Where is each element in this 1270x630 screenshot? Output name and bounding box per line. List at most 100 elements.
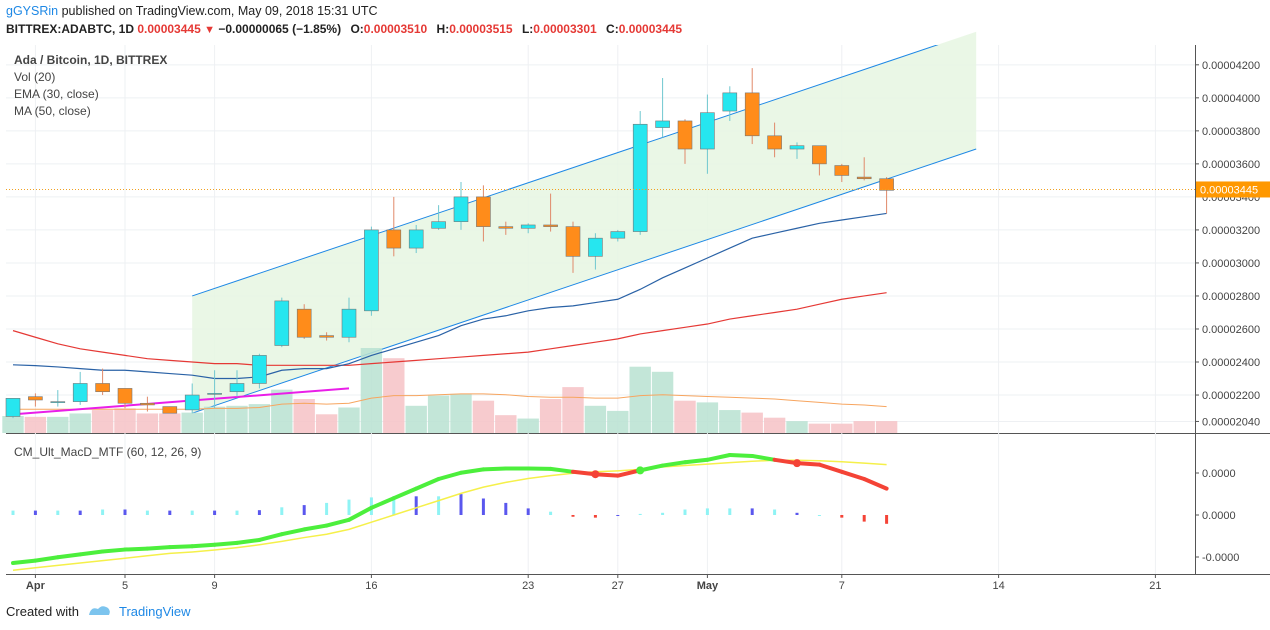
volume-bar — [629, 366, 651, 433]
macd-tick-label: 0.0000 — [1202, 468, 1236, 480]
macd-line-segment — [324, 517, 351, 528]
candle-body — [789, 145, 805, 150]
volume-bars — [2, 348, 898, 433]
volume-bar — [114, 408, 136, 433]
time-tick-label: 27 — [612, 580, 624, 592]
macd-histogram-bar — [750, 508, 754, 515]
price-tick-label: 0.00002040 — [1202, 416, 1260, 428]
candle-body — [296, 308, 312, 338]
volume-bar — [584, 405, 607, 433]
macd-line-segment — [369, 496, 396, 510]
time-tick-label: 5 — [122, 580, 128, 592]
ohlc-header: BITTREX:ADABTC, 1D 0.00003445 ▼ −0.00000… — [6, 22, 682, 36]
candle-body — [543, 224, 558, 227]
macd-histogram-bar — [101, 509, 105, 515]
macd-histogram-bar — [145, 510, 149, 515]
macd-histogram-bar — [526, 508, 530, 515]
volume-bar — [69, 413, 91, 433]
macd-line-segment — [817, 462, 844, 474]
candle-body — [655, 120, 670, 128]
tradingview-brand-link[interactable]: TradingView — [118, 604, 191, 619]
macd-line-segment — [862, 477, 889, 491]
legend-ema: EMA (30, close) — [14, 87, 99, 101]
volume-bar — [271, 389, 293, 433]
macd-histogram-bar — [593, 515, 597, 518]
macd-histogram-bar — [840, 515, 844, 518]
channel-fill — [192, 31, 977, 414]
author-link[interactable]: gGYSRin — [6, 4, 59, 18]
volume-bar — [607, 410, 629, 433]
macd-histogram-bar — [190, 510, 194, 515]
candle-body — [341, 308, 357, 338]
candle-body — [722, 92, 738, 112]
candle-body — [431, 221, 446, 229]
volume-bar — [360, 348, 383, 433]
volume-bar — [651, 371, 674, 433]
last-price: 0.00003445 — [137, 22, 201, 36]
volume-bar — [741, 412, 763, 433]
macd-line-segment — [100, 547, 127, 554]
candle-body — [498, 226, 514, 229]
macd-line-segment — [55, 552, 83, 560]
macd-histogram-bar — [773, 509, 777, 515]
volume-bar — [853, 421, 875, 433]
time-tick-label: 23 — [522, 580, 534, 592]
macd-histogram-bar — [504, 502, 508, 515]
candle-body — [767, 135, 782, 150]
macd-line-segment — [78, 549, 105, 557]
publish-header: gGYSRin published on TradingView.com, Ma… — [6, 4, 378, 18]
macd-histogram-bar — [437, 496, 441, 515]
macd-histogram-bar — [123, 509, 127, 515]
change-value: −0.00000065 (−1.85%) — [218, 22, 342, 36]
macd-histogram-bar — [862, 515, 866, 522]
macd-line-segment — [839, 469, 867, 481]
macd-histogram-bar — [638, 513, 642, 515]
volume-ma-line — [13, 393, 887, 410]
macd-histogram-bar — [325, 502, 329, 515]
candle-body — [610, 231, 626, 239]
macd-histogram-bar — [549, 511, 553, 515]
legend-vol: Vol (20) — [14, 70, 55, 84]
open-value: 0.00003510 — [363, 22, 428, 36]
macd-cross-point — [591, 470, 600, 479]
candle-body — [632, 123, 648, 232]
price-tick-label: 0.00002200 — [1202, 390, 1260, 402]
candle-body — [386, 229, 402, 249]
macd-line-segment — [436, 470, 463, 481]
macd-histogram-bar — [11, 510, 15, 515]
open-label: O: — [350, 22, 364, 36]
price-tick-label: 0.00003600 — [1202, 159, 1260, 171]
price-axis: 0.00004200 0.00004000 0.00003800 0.00003600… — [1195, 60, 1260, 428]
close-label: C: — [606, 22, 619, 36]
candle-body — [319, 335, 334, 338]
macd-histogram-bar — [616, 515, 620, 516]
macd-line-segment — [391, 486, 419, 501]
candle-body — [364, 229, 379, 312]
macd-line-segment — [33, 555, 60, 563]
time-tick-label: 7 — [839, 580, 845, 592]
footer: Created with TradingView — [6, 603, 191, 620]
close-value: 0.00003445 — [618, 22, 683, 36]
volume-bar — [2, 416, 24, 433]
volume-bar — [786, 421, 808, 433]
volume-bar — [315, 414, 338, 433]
macd-histogram-bar — [33, 510, 37, 515]
price-tick-label: 0.00003000 — [1202, 258, 1260, 270]
down-arrow-icon: ▼ — [204, 24, 215, 36]
candle-body — [5, 398, 21, 417]
volume-bar — [517, 418, 539, 433]
ma50-line — [12, 292, 887, 366]
volume-bar — [539, 399, 562, 433]
macd-histogram-bar — [817, 515, 821, 516]
price-tick-label: 0.00002600 — [1202, 324, 1260, 336]
volume-bar — [674, 400, 696, 433]
macd-line-segment — [705, 453, 732, 462]
trend-line — [5, 387, 350, 416]
volume-bar — [696, 402, 719, 433]
macd-tick-label: -0.0000 — [1202, 552, 1239, 564]
candle-body — [879, 178, 894, 191]
low-label: L: — [521, 22, 534, 36]
macd-line-segment — [459, 467, 486, 475]
volume-bar — [450, 393, 472, 433]
